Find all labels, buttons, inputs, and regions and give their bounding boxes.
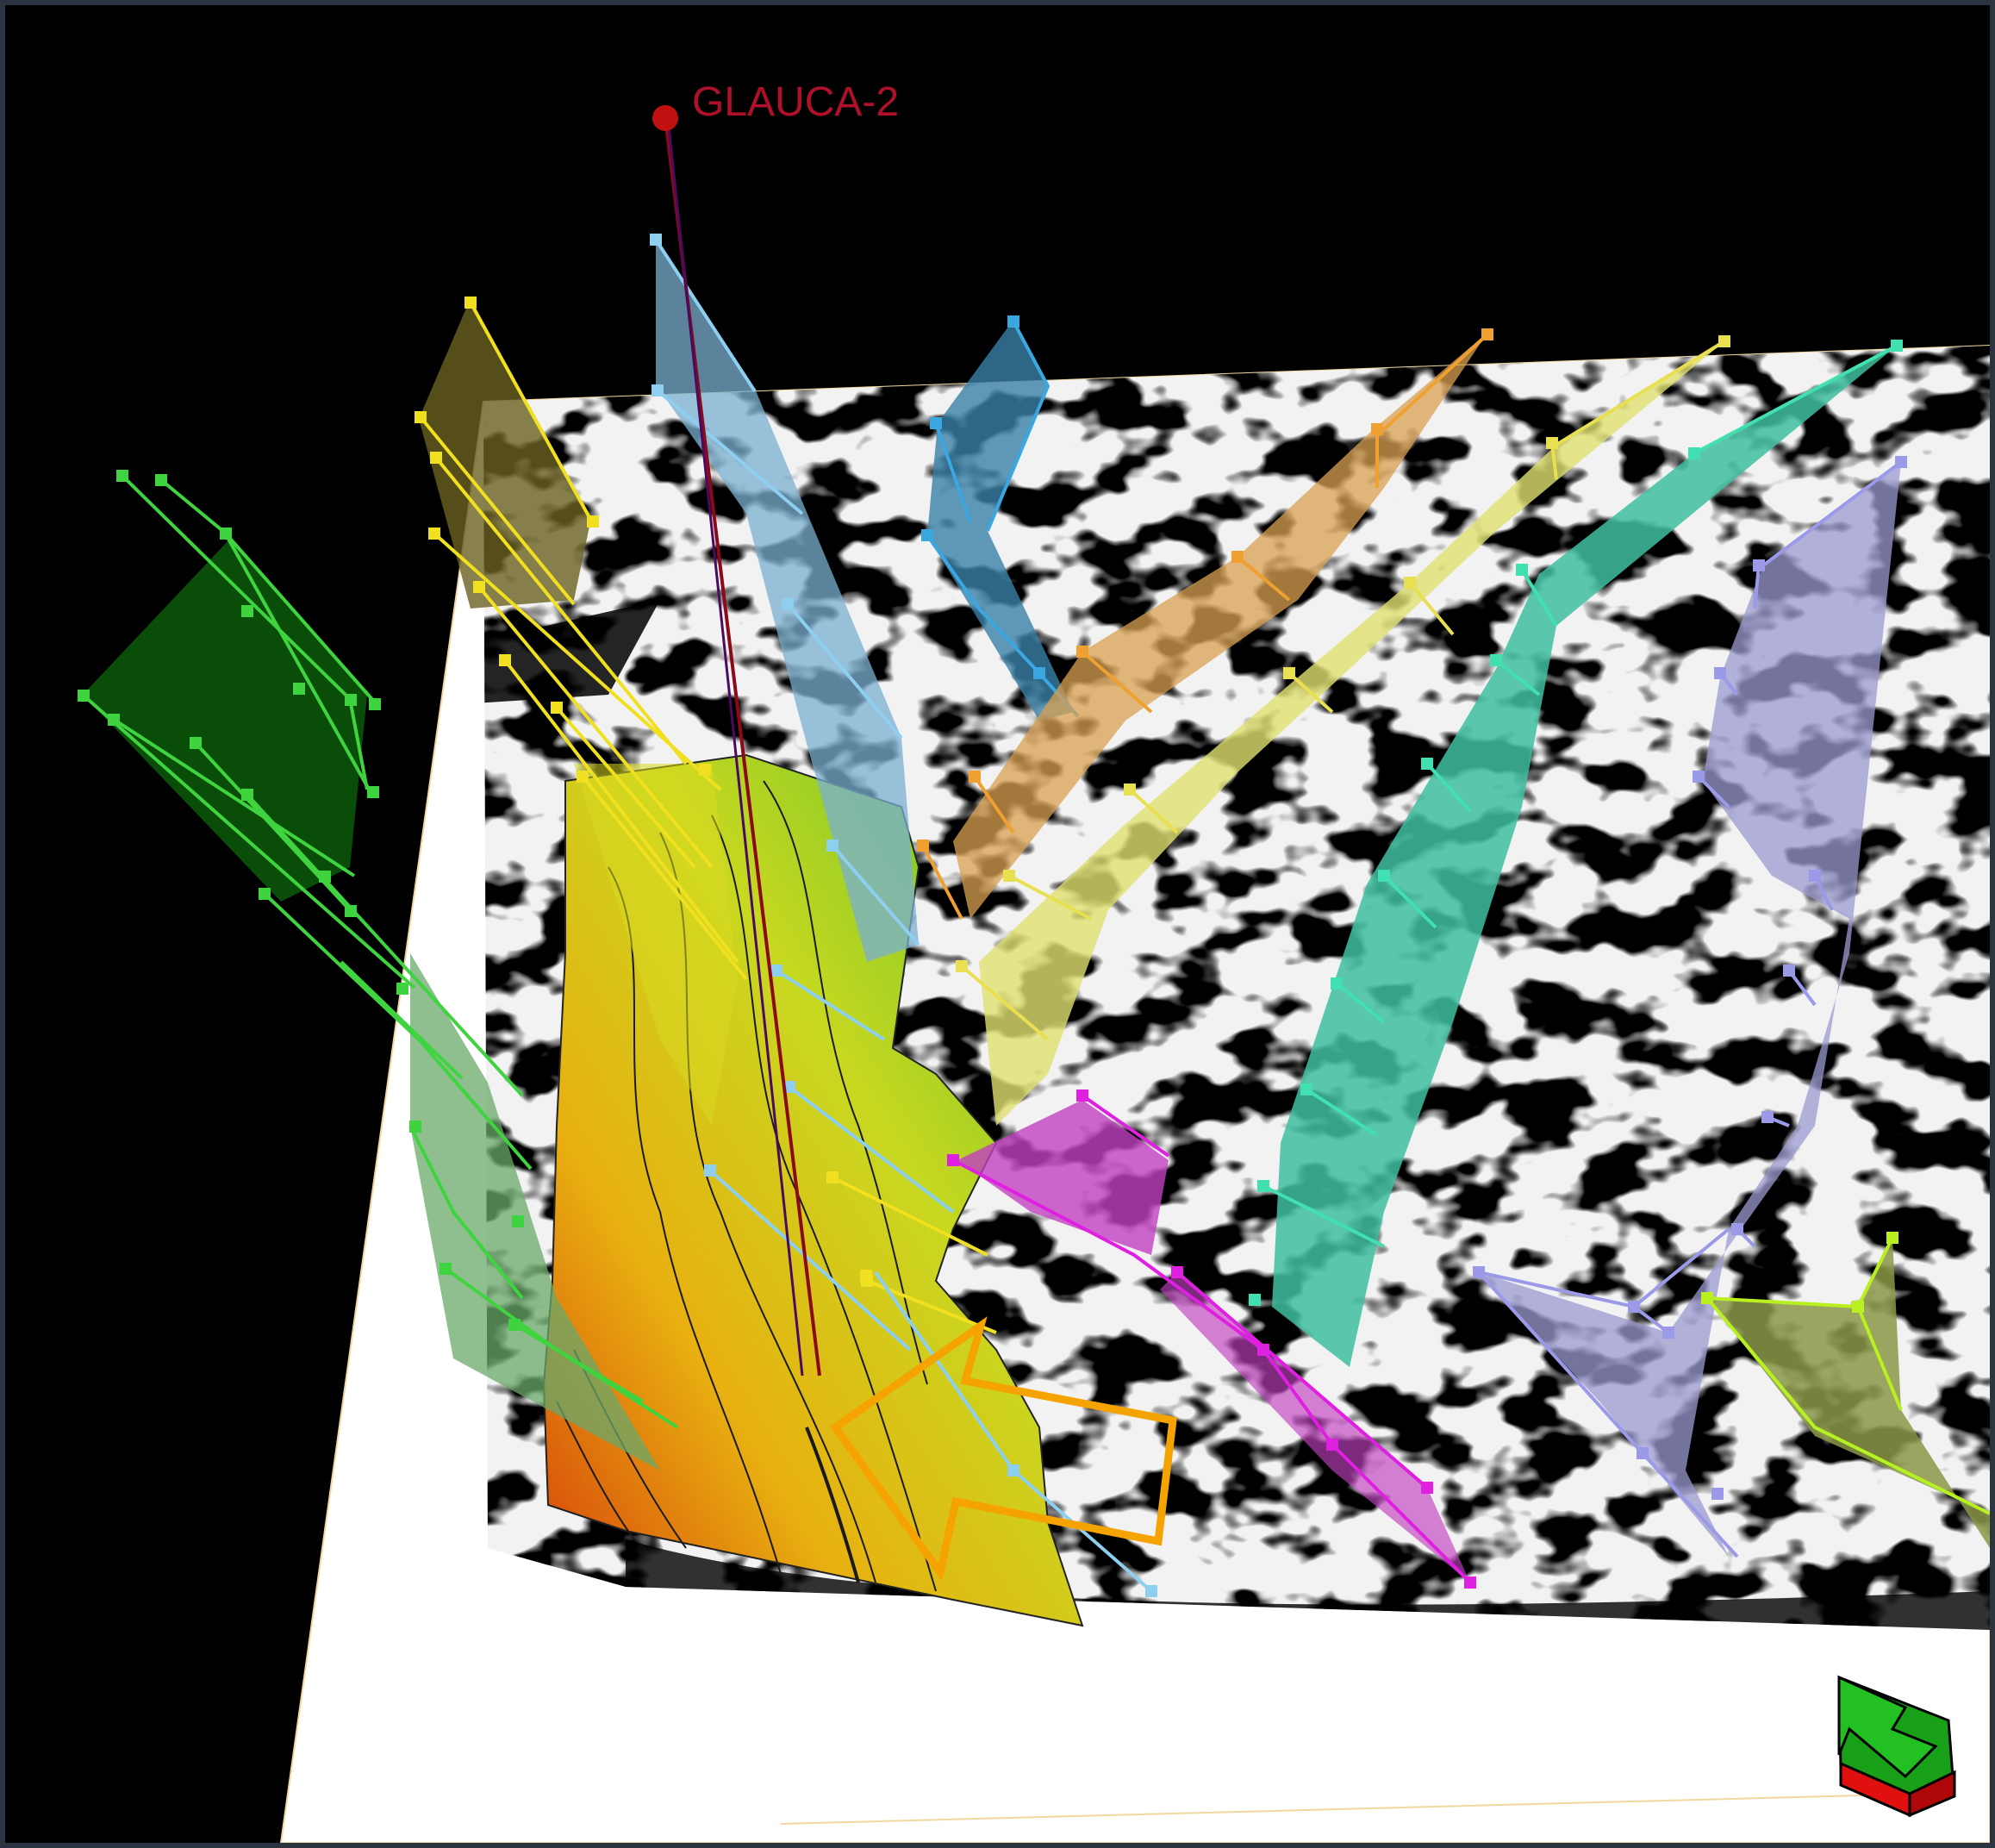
3d-scene[interactable]: GLAUCA-2	[5, 5, 1990, 1843]
fault-sticks-paleyellow	[956, 335, 1730, 1126]
annotation-arrow	[829, 1316, 1177, 1582]
fault-sticks-lightblue	[650, 234, 1157, 1597]
fault-sticks-lavender	[1473, 456, 1907, 1558]
ground-plane-edge	[780, 1793, 1928, 1825]
fault-sticks-green	[78, 470, 679, 1470]
well-head-marker[interactable]	[652, 105, 678, 131]
well-trajectory-shadow	[667, 125, 804, 1377]
fault-sticks-yellow	[415, 297, 997, 1334]
axis-orientation-icon[interactable]	[1837, 1675, 1956, 1818]
fault-sticks-teal	[1249, 340, 1903, 1367]
fault-sticks-lime	[1701, 1232, 1990, 1548]
fault-sticks-orange	[917, 328, 1493, 920]
well-label: GLAUCA-2	[692, 79, 899, 125]
fault-sticks-magenta	[947, 1089, 1476, 1589]
well-glauca-2[interactable]: GLAUCA-2	[652, 79, 899, 1377]
3d-viewport[interactable]: GLAUCA-2	[5, 5, 1990, 1843]
